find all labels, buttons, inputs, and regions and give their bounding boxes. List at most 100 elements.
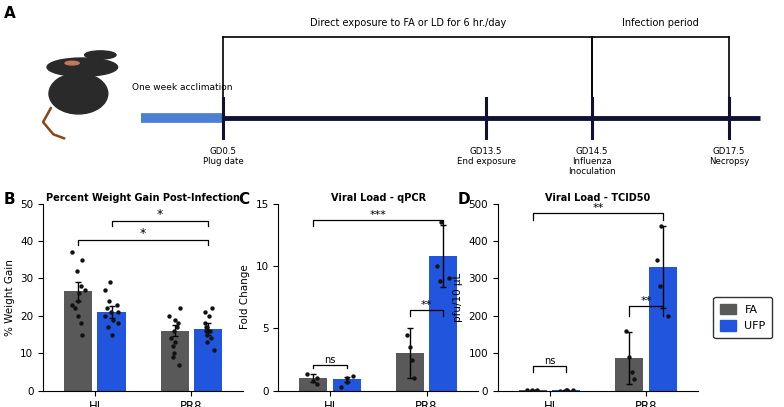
Point [626, 369, 638, 375]
Point [66, 301, 78, 308]
Legend: FA, UFP: FA, UFP [713, 297, 772, 338]
Point [78, 287, 91, 293]
Point [204, 328, 216, 334]
Point [104, 309, 117, 315]
Text: Direct exposure to FA or LD for 6 hr./day: Direct exposure to FA or LD for 6 hr./da… [310, 18, 506, 28]
Point [554, 387, 567, 394]
Bar [194, 329, 222, 391]
Point [76, 331, 89, 338]
Text: *: * [157, 208, 163, 221]
Point [172, 320, 184, 326]
Y-axis label: Fold Change: Fold Change [240, 265, 250, 330]
Title: Viral Load - qPCR: Viral Load - qPCR [331, 193, 426, 203]
Point [310, 381, 323, 388]
Point [169, 339, 181, 345]
Point [561, 387, 573, 393]
Point [408, 375, 420, 381]
Bar [519, 390, 547, 391]
Circle shape [85, 51, 116, 59]
Point [163, 313, 176, 319]
Point [164, 335, 176, 341]
Text: **: ** [592, 203, 604, 213]
Text: C: C [238, 192, 249, 207]
Point [71, 268, 84, 274]
Text: ns: ns [544, 357, 555, 366]
Point [198, 320, 211, 326]
Point [201, 339, 213, 345]
Point [530, 387, 543, 394]
Text: Infection period: Infection period [622, 18, 699, 28]
Bar [552, 390, 580, 391]
Bar [64, 291, 93, 391]
Y-axis label: % Weight Gain: % Weight Gain [5, 259, 15, 335]
Text: A: A [4, 6, 16, 21]
Text: GD13.5
End exposure: GD13.5 End exposure [456, 147, 516, 166]
Point [435, 219, 448, 225]
Text: GD0.5
Plug date: GD0.5 Plug date [203, 147, 244, 166]
Point [526, 387, 539, 394]
Point [430, 263, 443, 269]
Point [173, 361, 186, 368]
Point [404, 344, 416, 350]
Title: Viral Load - TCID50: Viral Load - TCID50 [545, 193, 651, 203]
Point [208, 346, 220, 353]
Point [200, 324, 212, 330]
Point [174, 305, 187, 312]
Point [106, 331, 118, 338]
Point [653, 282, 666, 289]
Point [567, 386, 579, 393]
Text: GD14.5
Influenza
Inoculation: GD14.5 Influenza Inoculation [568, 147, 615, 176]
Point [102, 298, 114, 304]
Bar [429, 256, 457, 391]
Point [200, 328, 212, 334]
Point [75, 282, 88, 289]
Bar [648, 267, 677, 391]
Point [199, 309, 212, 315]
Bar [332, 379, 361, 391]
Bar [97, 312, 125, 391]
Point [72, 313, 85, 319]
Point [111, 309, 124, 315]
Point [406, 356, 419, 363]
Text: D: D [458, 192, 470, 207]
Point [169, 316, 181, 323]
Point [521, 386, 533, 393]
Point [623, 354, 636, 360]
Text: GD17.5
Necropsy: GD17.5 Necropsy [709, 147, 750, 166]
Point [340, 379, 353, 385]
Point [103, 279, 116, 285]
Point [620, 328, 633, 334]
Bar [615, 358, 644, 391]
Point [307, 377, 319, 384]
Point [72, 298, 85, 304]
Point [76, 256, 89, 263]
Point [627, 376, 640, 383]
Point [560, 387, 572, 394]
Point [99, 313, 111, 319]
Bar [299, 378, 328, 391]
Point [111, 320, 124, 326]
Ellipse shape [49, 73, 108, 114]
Point [111, 301, 124, 308]
Text: One week acclimation: One week acclimation [132, 83, 233, 92]
Point [443, 275, 456, 282]
Circle shape [47, 58, 118, 77]
Point [434, 278, 446, 284]
Point [166, 343, 179, 349]
Point [205, 335, 217, 341]
Point [301, 371, 314, 378]
Point [311, 375, 324, 381]
Point [74, 320, 87, 326]
Point [347, 372, 360, 379]
Point [205, 305, 218, 312]
Bar [161, 331, 189, 391]
Y-axis label: pfu/10 μL: pfu/10 μL [453, 272, 463, 322]
Point [401, 331, 413, 338]
Point [166, 354, 179, 360]
Bar [396, 353, 424, 391]
Point [171, 324, 183, 330]
Point [101, 324, 114, 330]
Point [341, 375, 354, 381]
Text: **: ** [641, 296, 652, 306]
Point [72, 290, 85, 297]
